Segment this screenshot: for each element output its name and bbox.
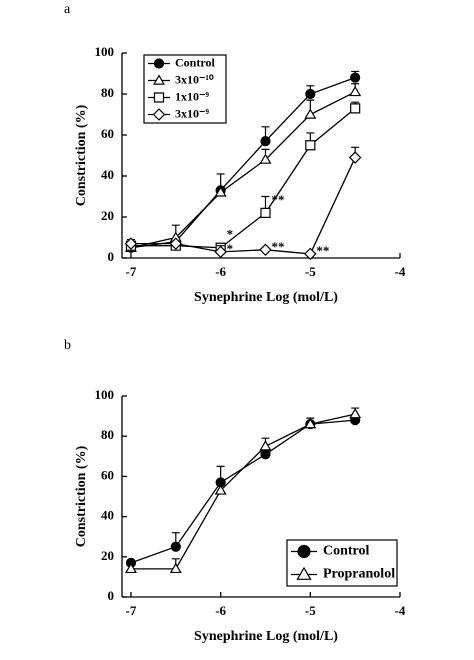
x-tick-label: -5 (305, 264, 316, 279)
series-line (130, 76, 356, 249)
marker (169, 562, 182, 574)
marker (260, 207, 271, 218)
marker (304, 247, 317, 261)
series-line (130, 107, 356, 249)
x-axis-title: Synephrine Log (mol/L) (194, 629, 338, 644)
marker (304, 417, 317, 429)
marker (259, 153, 272, 164)
y-tick-label: 20 (101, 208, 114, 223)
marker (153, 58, 165, 69)
series-line (130, 157, 356, 255)
marker (259, 440, 272, 451)
x-tick-label: -6 (215, 603, 226, 618)
series-line (130, 91, 356, 249)
marker (349, 407, 362, 419)
y-tick-label: 20 (101, 548, 114, 563)
marker (124, 237, 138, 250)
significance-label: ** (316, 243, 329, 258)
x-tick-label: -4 (395, 264, 406, 279)
marker (305, 88, 316, 100)
legend-label: 3x10⁻¹⁰ (175, 72, 214, 86)
significance-label: ** (271, 239, 284, 254)
y-tick-label: 60 (101, 126, 114, 141)
marker (260, 449, 271, 460)
marker (153, 92, 165, 103)
significance-label: * (227, 227, 234, 242)
marker (259, 243, 272, 257)
marker (214, 186, 227, 197)
marker (349, 85, 362, 97)
marker (153, 74, 165, 85)
y-tick-label: 0 (108, 249, 115, 264)
marker (304, 108, 317, 119)
y-tick-label: 60 (101, 467, 114, 482)
legend-label: Control (175, 55, 215, 69)
legend-label: Control (323, 544, 370, 559)
marker (305, 140, 316, 151)
x-tick-label: -5 (305, 603, 316, 618)
significance-label: ** (271, 192, 284, 207)
legend-label: 1x10⁻⁹ (175, 89, 209, 103)
y-axis-title: Constriction (%) (74, 445, 89, 547)
panel-label: b (64, 338, 71, 353)
legend-label: 3x10⁻⁹ (175, 106, 209, 120)
marker (152, 108, 166, 121)
marker (350, 103, 361, 114)
series-line (130, 413, 356, 570)
marker (296, 566, 312, 580)
y-tick-label: 40 (101, 508, 114, 523)
marker (260, 136, 271, 147)
y-tick-label: 100 (95, 44, 115, 59)
x-tick-label: -7 (126, 264, 137, 279)
y-tick-label: 40 (101, 167, 114, 182)
marker (170, 541, 181, 552)
y-tick-label: 100 (95, 387, 115, 402)
marker (297, 544, 311, 559)
y-tick-label: 0 (108, 588, 115, 603)
y-tick-label: 80 (101, 85, 114, 100)
marker (348, 151, 362, 164)
x-tick-label: -7 (126, 603, 137, 618)
y-tick-label: 80 (101, 427, 114, 442)
x-tick-label: -6 (215, 264, 226, 279)
marker (350, 72, 361, 83)
significance-label: * (227, 241, 234, 256)
marker (124, 562, 137, 574)
panel-label: a (64, 2, 71, 17)
marker (169, 237, 183, 250)
marker (214, 484, 227, 495)
y-axis-title: Constriction (%) (74, 104, 89, 206)
x-tick-label: -4 (395, 603, 406, 618)
legend-label: Propranolol (323, 567, 395, 582)
x-axis-title: Synephrine Log (mol/L) (194, 290, 338, 305)
marker (214, 245, 227, 259)
